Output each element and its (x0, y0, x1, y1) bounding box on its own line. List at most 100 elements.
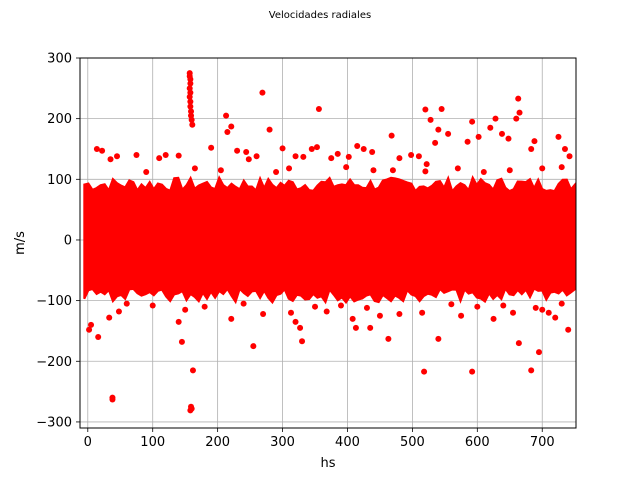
data-points (86, 70, 573, 414)
data-point (545, 309, 552, 316)
data-point (388, 132, 395, 139)
data-point (259, 89, 266, 96)
plot-area-frame (79, 57, 577, 429)
data-point (363, 304, 370, 311)
data-point (208, 144, 215, 151)
data-point (369, 149, 376, 156)
data-point (345, 153, 352, 160)
data-point (558, 164, 565, 171)
data-point (435, 335, 442, 342)
y-tick-label: 200 (47, 112, 72, 127)
data-point (228, 123, 235, 130)
data-point (189, 121, 196, 128)
data-point (475, 133, 482, 140)
y-tick-label: 0 (64, 233, 72, 248)
data-point (300, 153, 307, 160)
data-point (187, 98, 194, 105)
data-point (500, 302, 507, 309)
data-point (328, 155, 335, 162)
data-point (189, 367, 196, 374)
data-point (95, 334, 102, 341)
data-point (315, 105, 322, 112)
data-point (175, 318, 182, 325)
data-point (516, 109, 523, 116)
data-point (528, 145, 535, 152)
data-point (88, 321, 95, 328)
data-point (458, 312, 465, 319)
data-point (243, 149, 250, 156)
data-point (337, 302, 344, 309)
x-tick-label: 300 (270, 435, 295, 450)
data-point (396, 155, 403, 162)
data-point (313, 144, 320, 151)
data-point (454, 165, 461, 172)
data-point (162, 152, 169, 159)
data-point (187, 80, 194, 87)
data-point (260, 310, 267, 317)
x-axis-label: hs (320, 456, 335, 471)
data-point (191, 165, 198, 172)
data-point (535, 349, 542, 356)
data-point (349, 315, 356, 322)
data-point (308, 145, 315, 152)
data-point (107, 156, 114, 163)
data-point (188, 108, 195, 115)
data-point (558, 300, 565, 307)
data-point (123, 300, 130, 307)
data-point (133, 152, 140, 159)
data-point (114, 153, 121, 160)
data-point (419, 309, 426, 316)
data-point (565, 326, 572, 333)
data-point (385, 335, 392, 342)
data-point (464, 138, 471, 145)
data-point (506, 167, 513, 174)
x-tick-label: 100 (140, 435, 165, 450)
data-point (531, 138, 538, 145)
data-point (445, 130, 452, 137)
data-point (334, 150, 341, 157)
data-point (292, 318, 299, 325)
data-point (513, 115, 520, 122)
data-point (376, 312, 383, 319)
data-point (435, 126, 442, 133)
data-point (217, 167, 224, 174)
data-point (566, 153, 573, 160)
x-tick-label: 600 (465, 435, 490, 450)
dense-band-fill (83, 174, 576, 305)
data-point (143, 169, 150, 176)
data-point (469, 118, 476, 125)
data-point (93, 145, 100, 152)
data-point (498, 130, 505, 137)
data-point (299, 338, 306, 345)
data-point (352, 324, 359, 331)
data-point (474, 303, 481, 310)
data-point (178, 338, 185, 345)
data-point (515, 95, 522, 102)
data-point (99, 147, 106, 154)
data-point (448, 301, 455, 308)
data-point (292, 153, 299, 160)
data-point (187, 103, 194, 110)
data-point (510, 309, 517, 316)
data-point (188, 116, 195, 123)
data-point (505, 135, 512, 142)
data-point (323, 308, 330, 315)
data-point (109, 394, 116, 401)
data-point (515, 340, 522, 347)
data-point (561, 145, 568, 152)
data-point (115, 308, 122, 315)
data-point (224, 129, 231, 135)
data-point (528, 367, 535, 374)
x-tick-label: 500 (400, 435, 425, 450)
data-point (552, 314, 559, 321)
x-tick-label: 200 (205, 435, 230, 450)
x-tick-label: 0 (84, 435, 92, 450)
y-tick-label: 100 (47, 173, 72, 188)
data-point (427, 116, 434, 123)
data-point (186, 93, 193, 100)
data-point (421, 368, 428, 375)
y-tick-label: −100 (36, 294, 72, 309)
data-point (201, 303, 208, 310)
data-point (240, 300, 247, 307)
